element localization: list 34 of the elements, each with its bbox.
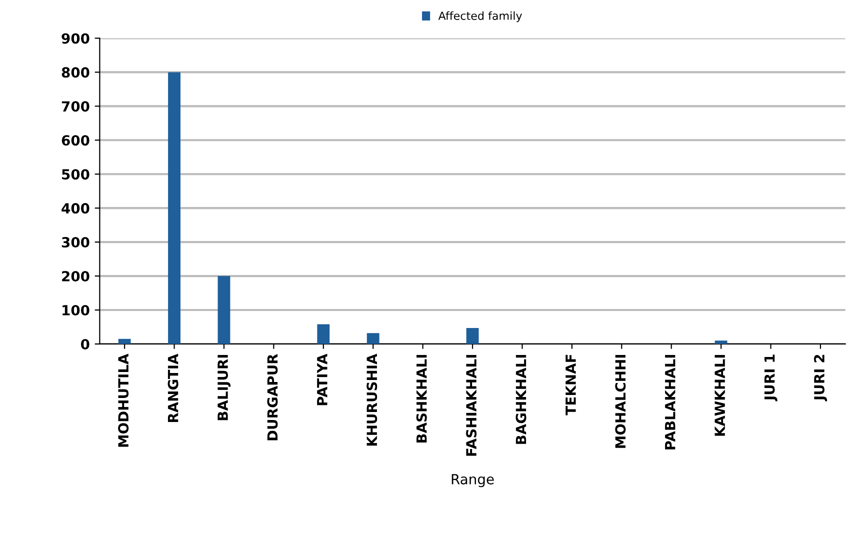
y-tick-label: 300 [62,237,90,248]
y-tick-label: 0 [80,338,90,350]
y-tick-label: 800 [62,67,90,78]
y-tick-label: 500 [62,169,90,180]
bar [317,324,330,344]
x-tick-label: MODHUTILA [118,354,129,447]
x-tick-label: RANGTIA [168,354,178,422]
x-axis-title: Range [452,474,494,488]
bar [168,72,180,344]
legend-label: Affected family [438,11,522,22]
x-tick-label: FASHIAKHALI [466,354,477,456]
y-tick-label: 400 [62,203,90,214]
x-tick-label: PABLAKHALI [665,354,676,450]
x-tick-label: BALIJURI [218,354,231,420]
y-tick-label: 700 [62,101,90,112]
x-tick-label: BAGHKHALI [516,354,526,444]
x-tick-label: BASHKHALI [416,354,427,443]
bar [714,340,728,344]
x-tick-label: JURI 1 [764,354,778,402]
x-tick-label: MOHALCHHI [615,354,626,448]
x-tick-label: PATIYA [317,354,328,406]
y-tick-label: 200 [62,271,90,282]
bar [218,276,230,344]
bar [366,333,380,344]
bar [118,338,131,344]
x-tick-label: KAWKHALI [714,354,725,436]
y-tick-label: 100 [62,304,90,316]
y-tick-label: 600 [62,135,90,146]
x-tick-label: KHURUSHIA [366,354,378,446]
bar [466,328,479,344]
y-tick-label: 900 [62,33,90,44]
x-tick-label: TEKNAF [566,354,576,416]
x-tick-label: DURGAPUR [267,354,278,440]
x-tick-label: JURI 2 [814,354,828,402]
